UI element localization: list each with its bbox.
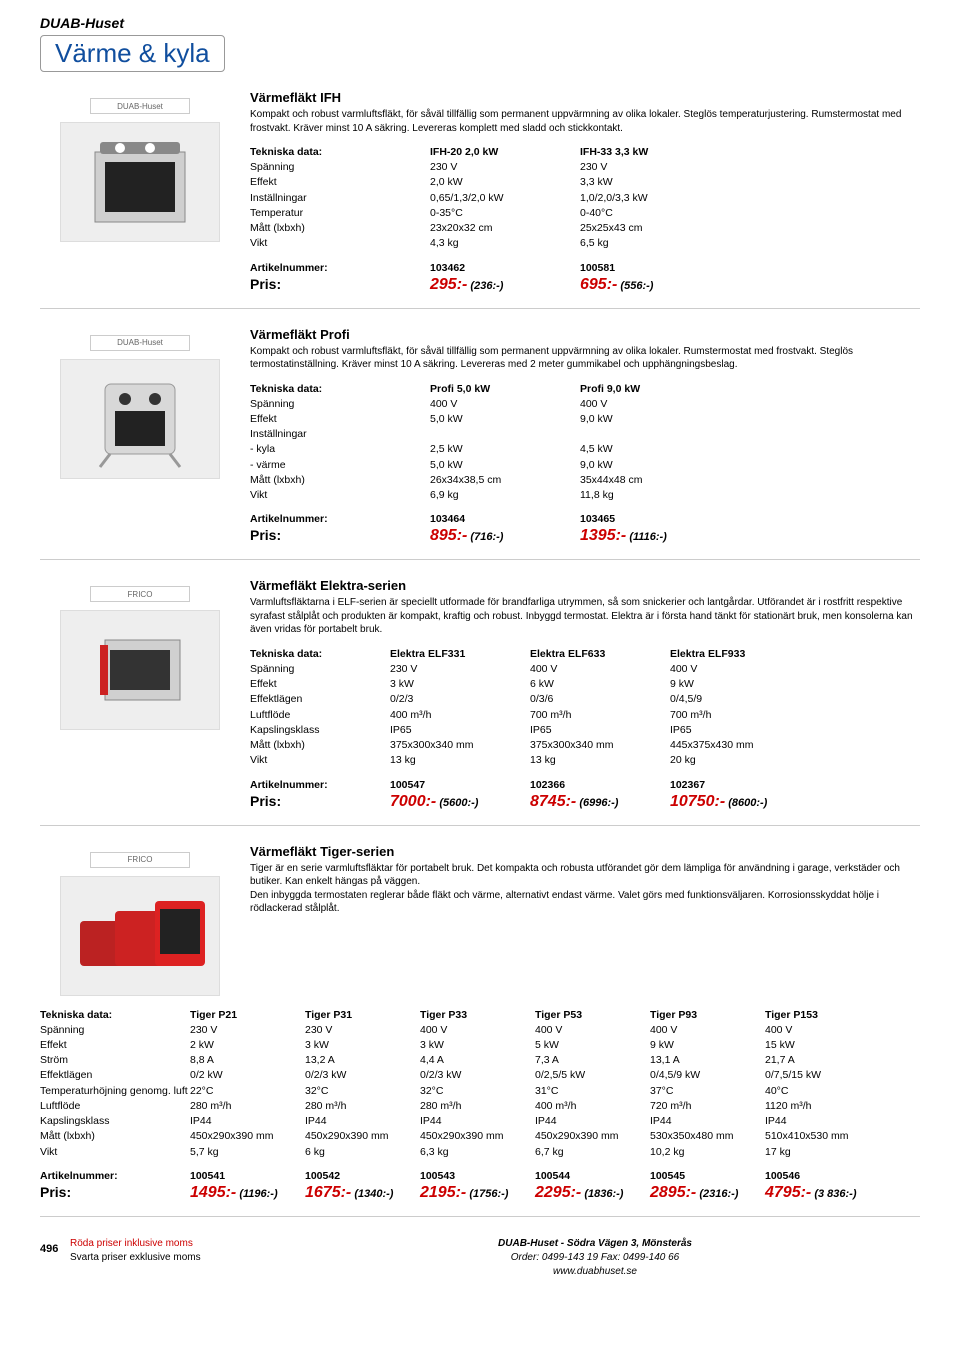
footer-order: Order: 0499-143 19 Fax: 0499-140 66 [270,1251,920,1265]
product-description: Kompakt och robust varmluftsfläkt, för s… [250,345,920,372]
product-description: Varmluftsfläktarna i ELF-serien är speci… [250,596,920,637]
footer-red-note: Röda priser inklusive moms [70,1237,270,1251]
product-tiger: FRICO Värmefläkt Tiger-serien Tiger är e… [40,844,920,1217]
price-row: Pris: 895:- (716:-) 1395:- (1116:-) [250,527,920,545]
product-image [60,610,220,730]
product-elektra: FRICO Värmefläkt Elektra-serien Varmluft… [40,578,920,825]
product-description: Kompakt och robust varmluftsfläkt, för s… [250,108,920,135]
product-ifh: DUAB-Huset Värmefläkt IFH Kompakt och ro… [40,90,920,309]
brand-logo: DUAB-Huset [90,98,190,114]
brand-header: DUAB-Huset [40,15,920,31]
spec-table: Tekniska data:IFH-20 2,0 kWIFH-33 3,3 kW… [250,145,920,252]
product-image [60,122,220,242]
footer-black-note: Svarta priser exklusive moms [70,1251,270,1265]
article-row: Artikelnummer:100547102366102367 [250,779,920,791]
category-title: Värme & kyla [40,35,225,72]
price-row: Pris: 295:- (236:-) 695:- (556:-) [250,276,920,294]
brand-logo: FRICO [90,586,190,602]
page-footer: 496 Röda priser inklusive moms Svarta pr… [40,1237,920,1279]
price-row: Pris: 7000:- (5600:-) 8745:- (6996:-) 10… [250,793,920,811]
spec-table: Tekniska data:Tiger P21Tiger P31Tiger P3… [40,1008,920,1160]
brand-logo: FRICO [90,852,190,868]
spec-table: Tekniska data:Profi 5,0 kWProfi 9,0 kW S… [250,382,920,504]
product-title: Värmefläkt Elektra-serien [250,578,920,593]
brand-logo: DUAB-Huset [90,335,190,351]
product-title: Värmefläkt IFH [250,90,920,105]
footer-address: DUAB-Huset - Södra Vägen 3, Mönsterås [270,1237,920,1251]
product-image [60,876,220,996]
product-description: Tiger är en serie varmluftsfläktar för p… [250,862,920,916]
price-row: Pris: 1495:- (1196:-) 1675:- (1340:-) 21… [40,1184,920,1202]
article-row: Artikelnummer:10054110054210054310054410… [40,1170,920,1182]
product-image [60,359,220,479]
product-title: Värmefläkt Profi [250,327,920,342]
footer-url: www.duabhuset.se [270,1265,920,1279]
page-number: 496 [40,1237,70,1255]
article-row: Artikelnummer:103462100581 [250,262,920,274]
spec-table: Tekniska data:Elektra ELF331Elektra ELF6… [250,647,920,769]
article-row: Artikelnummer:103464103465 [250,513,920,525]
product-title: Värmefläkt Tiger-serien [250,844,920,859]
product-profi: DUAB-Huset Värmefläkt Profi Kompakt och … [40,327,920,561]
